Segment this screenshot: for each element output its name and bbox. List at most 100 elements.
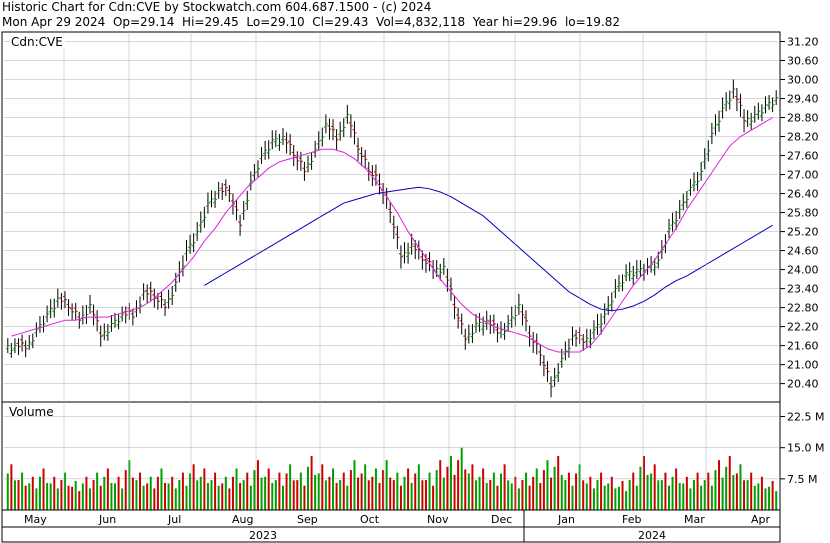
year-band-frame bbox=[1, 526, 781, 543]
volume-bar bbox=[417, 464, 420, 510]
volume-bar bbox=[96, 472, 99, 510]
price-tick-label: 21.60 bbox=[787, 340, 819, 353]
volume-bar bbox=[42, 468, 45, 510]
volume-bar bbox=[56, 488, 59, 510]
price-tick-label: 23.40 bbox=[787, 283, 819, 296]
volume-bar bbox=[153, 488, 156, 510]
volume-bar bbox=[28, 483, 31, 510]
price-tick-label: 25.20 bbox=[787, 226, 819, 239]
volume-bar bbox=[253, 470, 256, 510]
volume-bar bbox=[292, 480, 295, 510]
volume-bar bbox=[67, 485, 70, 510]
volume-bar bbox=[171, 476, 174, 510]
volume-bar bbox=[142, 485, 145, 510]
month-axis-band bbox=[1, 509, 781, 528]
volume-bar bbox=[578, 464, 581, 510]
price-tick-label: 28.20 bbox=[787, 131, 819, 144]
volume-tick-label: 15.0 M bbox=[787, 442, 824, 455]
volume-bar bbox=[367, 480, 370, 510]
volume-bar bbox=[346, 485, 349, 510]
volume-bar bbox=[528, 485, 531, 510]
volume-bar bbox=[139, 472, 142, 510]
volume-bar bbox=[432, 485, 435, 510]
volume-bars bbox=[6, 447, 778, 510]
volume-bar bbox=[160, 468, 163, 510]
volume-bar bbox=[732, 474, 735, 510]
volume-bar bbox=[718, 460, 721, 510]
month-label: Aug bbox=[232, 513, 253, 526]
volume-bar bbox=[421, 480, 424, 510]
volume-bar bbox=[728, 456, 731, 510]
volume-bar bbox=[110, 483, 113, 510]
price-tick-label: 20.40 bbox=[787, 378, 819, 391]
volume-bar bbox=[99, 485, 102, 510]
volume-bar bbox=[360, 473, 363, 510]
month-label: Nov bbox=[427, 513, 449, 526]
price-tick-label: 26.40 bbox=[787, 188, 819, 201]
volume-bar bbox=[271, 483, 274, 510]
volume-bar bbox=[357, 477, 360, 510]
volume-bar bbox=[185, 485, 188, 510]
volume-bar bbox=[117, 476, 120, 510]
volume-bar bbox=[239, 483, 242, 510]
volume-bar bbox=[407, 468, 410, 510]
volume-bar bbox=[567, 472, 570, 510]
volume-bar bbox=[217, 485, 220, 510]
volume-bar bbox=[389, 477, 392, 510]
volume-bar bbox=[382, 470, 385, 510]
month-label: Mar bbox=[684, 513, 705, 526]
volume-bar bbox=[532, 476, 535, 510]
volume-bar bbox=[607, 483, 610, 510]
chart-title: Historic Chart for Cdn:CVE by Stockwatch… bbox=[2, 0, 432, 14]
volume-bar bbox=[256, 460, 259, 510]
month-label: Jun bbox=[98, 513, 116, 526]
volume-bar bbox=[156, 476, 159, 510]
volume-bar bbox=[478, 476, 481, 510]
volume-bar bbox=[88, 488, 91, 510]
volume-bar bbox=[371, 476, 374, 510]
volume-bar bbox=[525, 472, 528, 510]
month-label: Sep bbox=[297, 513, 318, 526]
volume-bar bbox=[646, 474, 649, 510]
volume-bar bbox=[106, 468, 109, 510]
volume-bar bbox=[571, 485, 574, 510]
volume-bar bbox=[682, 483, 685, 510]
volume-bar bbox=[489, 480, 492, 510]
volume-bar bbox=[332, 468, 335, 510]
volume-bar bbox=[53, 476, 56, 510]
volume-bar bbox=[667, 485, 670, 510]
volume-bar bbox=[128, 460, 131, 510]
volume-tick-label: 7.5 M bbox=[787, 473, 817, 486]
volume-bar bbox=[710, 485, 713, 510]
price-tick-label: 27.00 bbox=[787, 169, 819, 182]
volume-bar bbox=[285, 473, 288, 510]
volume-bar bbox=[278, 472, 281, 510]
volume-bar bbox=[535, 468, 538, 510]
volume-bar bbox=[296, 480, 299, 510]
volume-bar bbox=[310, 456, 313, 510]
volume-bar bbox=[339, 480, 342, 510]
price-tick-label: 24.60 bbox=[787, 245, 819, 258]
volume-bar bbox=[242, 480, 245, 510]
volume-bar bbox=[650, 473, 653, 510]
volume-bar bbox=[335, 483, 338, 510]
volume-bar bbox=[557, 456, 560, 510]
volume-bar bbox=[560, 474, 563, 510]
volume-bar bbox=[410, 483, 413, 510]
volume-bar bbox=[231, 476, 234, 510]
price-panel bbox=[1, 31, 781, 403]
volume-axis: 7.5 M 15.0 M 22.5 M bbox=[780, 411, 824, 486]
volume-bar bbox=[192, 464, 195, 510]
volume-bar bbox=[392, 480, 395, 510]
volume-bar bbox=[399, 485, 402, 510]
volume-bar bbox=[739, 464, 742, 510]
volume-bar bbox=[246, 472, 249, 510]
volume-bar bbox=[592, 488, 595, 510]
month-label: Jul bbox=[167, 513, 181, 526]
volume-bar bbox=[760, 476, 763, 510]
volume-bar bbox=[424, 480, 427, 510]
volume-bar bbox=[696, 472, 699, 510]
price-bars bbox=[5, 79, 779, 398]
volume-bar bbox=[267, 468, 270, 510]
